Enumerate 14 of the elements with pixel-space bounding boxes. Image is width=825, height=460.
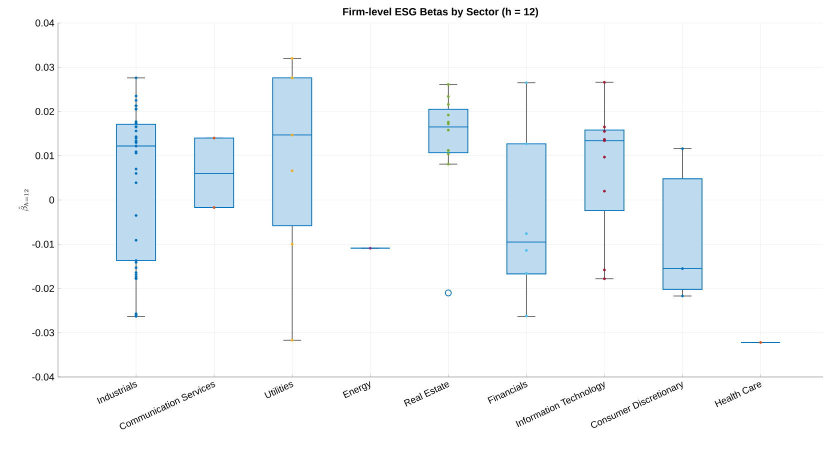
y-tick-label: 0.02 [35, 108, 54, 116]
chart-title: Firm-level ESG Betas by Sector (h = 12) [343, 8, 538, 18]
x-tick-label: Real Estate [404, 382, 450, 406]
x-tick-label: Utilities [264, 382, 294, 398]
y-tick-label: 0.01 [35, 152, 54, 160]
y-tick-label: -0.04 [32, 373, 54, 381]
y-tick-label: 0.03 [35, 64, 54, 71]
y-tick-label: 0 [49, 196, 54, 204]
y-tick-label: -0.01 [32, 240, 54, 248]
x-tick-label: Health Care [714, 382, 762, 408]
y-tick-label: -0.03 [32, 329, 54, 336]
y-axis-title: $\hat{\beta}_{h=12}$ [18, 189, 29, 212]
y-tick-label: 0.04 [35, 19, 54, 27]
y-tick-label: -0.02 [32, 284, 54, 292]
